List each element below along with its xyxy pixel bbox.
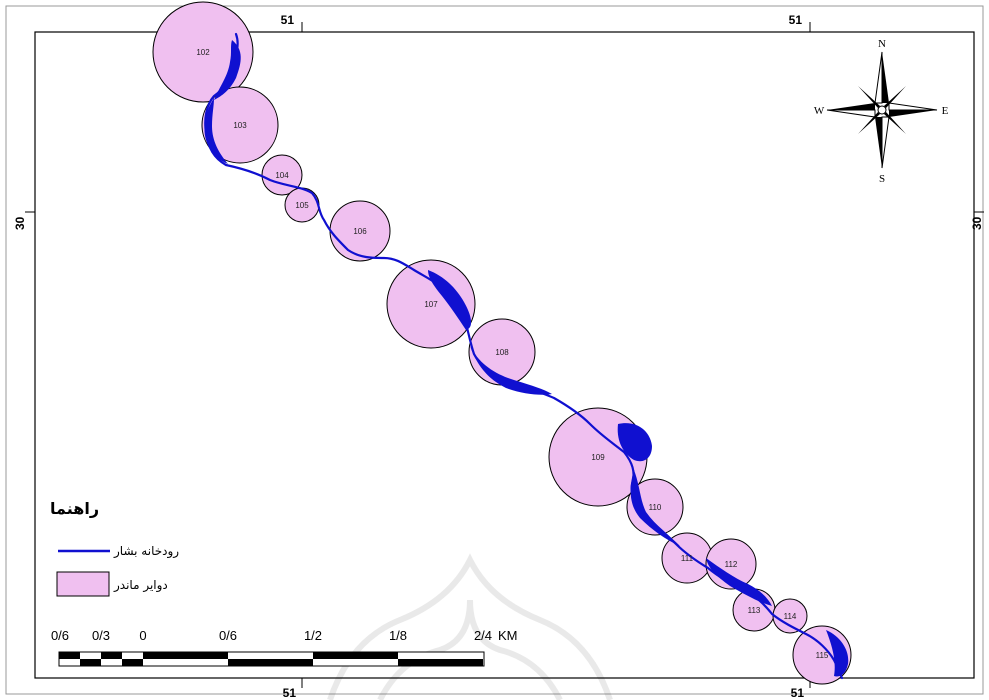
top-tick-label-left: 51 xyxy=(281,13,295,27)
river-layer xyxy=(204,32,849,680)
meander-circle-label-106: 106 xyxy=(353,227,367,236)
scale-label-1: 0/6 xyxy=(51,628,69,643)
scale-label-2: 0/3 xyxy=(92,628,110,643)
legend-circle-label: دوایر ماندر xyxy=(113,578,168,593)
legend-title: راهنما xyxy=(50,499,99,518)
meander-circle-label-110: 110 xyxy=(649,503,662,512)
meander-circle-label-108: 108 xyxy=(495,348,509,357)
meander-circle-label-112: 112 xyxy=(725,560,738,569)
legend-river-label: رودخانه بشار xyxy=(113,544,179,559)
meander-circle-110 xyxy=(626,478,684,536)
scale-bar: 0/6 0/3 0 0/6 1/2 1/8 2/4 KM xyxy=(51,628,518,667)
map-frame xyxy=(34,31,975,679)
watermark-logo xyxy=(327,553,613,700)
meander-circle-label-104: 104 xyxy=(275,171,289,180)
meander-circle-label-109: 109 xyxy=(591,453,605,462)
legend: راهنما رودخانه بشار دوایر ماندر xyxy=(50,499,179,597)
meander-circle-107 xyxy=(386,259,476,349)
meander-circle-label-102: 102 xyxy=(196,48,210,57)
meander-circle-label-111: 111 xyxy=(681,554,694,563)
scale-label-4: 0/6 xyxy=(219,628,237,643)
page-border xyxy=(5,5,984,695)
scale-label-3: 0 xyxy=(139,628,146,643)
meander-circle-label-113: 113 xyxy=(748,606,761,615)
scale-unit: KM xyxy=(498,628,518,643)
scale-label-6: 1/8 xyxy=(389,628,407,643)
top-tick-label-right: 51 xyxy=(789,13,803,27)
compass-north-label: N xyxy=(878,38,886,50)
right-tick-label: 30 xyxy=(970,216,984,230)
compass-west-label: W xyxy=(814,105,825,117)
compass-south-label: S xyxy=(879,173,885,185)
meander-circle-103 xyxy=(201,86,279,164)
left-tick-label: 30 xyxy=(13,216,27,230)
meander-circle-label-107: 107 xyxy=(424,300,438,309)
meander-circle-label-105: 105 xyxy=(295,201,309,210)
scale-label-5: 1/2 xyxy=(304,628,322,643)
north-arrow-icon: N S W E xyxy=(814,38,949,185)
meander-circle-labels: 102 103 104 105 106 107 108 109 110 111 112 113 114 1… xyxy=(196,48,829,660)
graticule-ticks xyxy=(25,22,984,688)
legend-circle-swatch xyxy=(56,571,110,597)
river-wide-sections xyxy=(204,40,849,677)
meander-circle-label-115: 115 xyxy=(816,651,829,660)
meander-circle-label-114: 114 xyxy=(784,612,797,621)
bottom-tick-label-right: 51 xyxy=(791,686,805,700)
scale-label-7: 2/4 xyxy=(474,628,492,643)
meander-circles-layer xyxy=(152,1,852,685)
meander-circle-label-103: 103 xyxy=(233,121,247,130)
bottom-tick-label-left: 51 xyxy=(283,686,297,700)
compass-east-label: E xyxy=(942,105,949,117)
